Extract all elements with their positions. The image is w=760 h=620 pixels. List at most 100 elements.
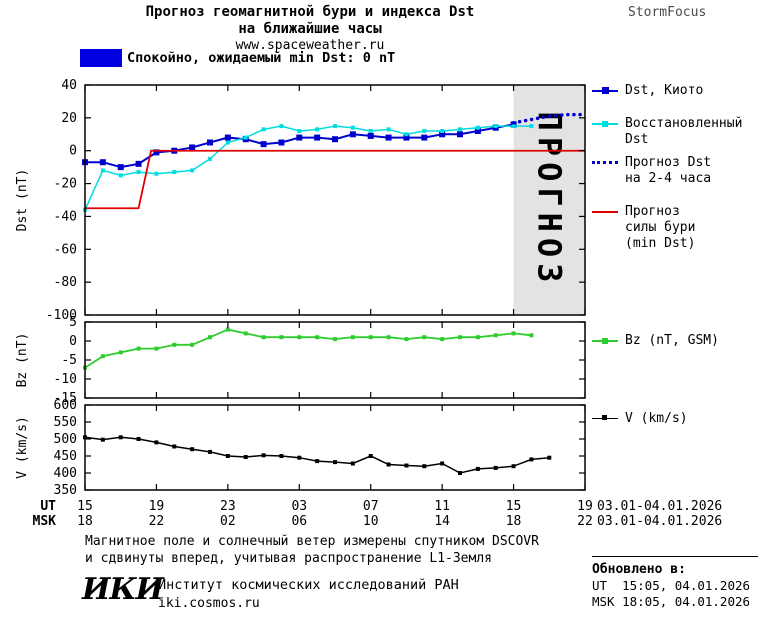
dst-kyoto-line-swatch	[592, 87, 618, 94]
v-marker	[602, 414, 607, 420]
series-marker	[297, 335, 302, 340]
y-tick-label: -40	[54, 209, 77, 224]
forecast-storm-line-swatch	[592, 211, 618, 213]
institute-name: Институт космических исследований РАН	[158, 577, 459, 593]
series-marker	[421, 134, 428, 141]
series-marker	[154, 171, 159, 176]
series-marker	[190, 447, 195, 452]
series-marker	[243, 331, 248, 336]
series-marker	[529, 124, 534, 129]
series-marker	[315, 335, 320, 340]
v-line-swatch	[592, 414, 618, 420]
series-marker	[350, 461, 355, 466]
series-marker	[385, 134, 392, 141]
page-title: Прогноз геомагнитной бури и индекса Dst	[145, 4, 475, 20]
forecast-dst-dotted-swatch	[592, 161, 618, 164]
series-marker	[333, 124, 337, 129]
series-marker	[511, 464, 516, 469]
ut-tick: 19	[149, 499, 165, 514]
series-marker	[154, 440, 159, 445]
y-tick-label: -10	[54, 372, 77, 387]
series-marker	[368, 129, 373, 133]
y-tick-label: -20	[54, 177, 77, 192]
y-axis-title: Bz (nT)	[15, 333, 30, 388]
series-marker	[475, 125, 480, 130]
legend-line: Dst	[625, 132, 649, 147]
series-marker	[315, 459, 320, 464]
updated-label: Обновлено в:	[592, 562, 686, 577]
legend-label-forecast-dst: Прогноз Dst на 2-4 часа	[625, 155, 711, 187]
y-tick-label: 400	[54, 466, 77, 481]
series-marker	[279, 454, 284, 458]
series-marker	[529, 457, 534, 462]
x-axis-labels: UTMSK1518192223020306071011141518192203.…	[33, 499, 723, 529]
series-marker	[333, 337, 337, 342]
series-marker	[404, 337, 409, 342]
ut-tick: 11	[434, 499, 450, 514]
y-axis-title: V (km/s)	[15, 416, 30, 479]
series-marker	[422, 129, 427, 133]
series-marker	[475, 335, 480, 340]
series-marker	[100, 168, 105, 173]
legend-label-v: V (km/s)	[625, 411, 688, 426]
legend-label-dst-kyoto: Dst, Киото	[625, 83, 704, 98]
series-marker	[136, 346, 141, 351]
y-tick-label: 600	[54, 398, 77, 413]
series-marker	[279, 124, 284, 129]
series-marker	[208, 335, 212, 340]
series-marker	[154, 346, 159, 351]
series-marker	[493, 333, 498, 338]
institute-site-url: iki.cosmos.ru	[158, 596, 260, 611]
series-marker	[367, 132, 374, 139]
y-tick-label: 5	[69, 315, 77, 330]
series-marker	[386, 335, 391, 340]
bz-marker	[602, 337, 608, 344]
series-marker	[225, 327, 230, 332]
series-marker	[439, 131, 446, 138]
legend-line: Прогноз Dst	[625, 155, 712, 170]
msk-tick: 22	[149, 514, 165, 529]
series-marker	[278, 139, 285, 146]
y-tick-label: -100	[46, 308, 77, 323]
series-marker	[457, 131, 463, 138]
legend-line: силы бури	[625, 220, 696, 235]
series-marker	[422, 464, 427, 469]
y-tick-label: -60	[54, 242, 77, 257]
series-marker	[297, 455, 302, 460]
series-marker	[493, 124, 498, 129]
series-marker	[136, 170, 141, 175]
series-marker	[404, 463, 409, 468]
series-marker	[511, 331, 516, 336]
series-marker	[315, 127, 320, 132]
series-marker	[172, 170, 177, 175]
series-marker	[458, 127, 462, 132]
series-marker	[118, 435, 123, 440]
series-marker	[474, 128, 481, 134]
series-marker	[440, 129, 445, 133]
msk-tick: 10	[363, 514, 379, 529]
y-tick-label: 20	[61, 111, 77, 126]
y-tick-label: -80	[54, 275, 77, 290]
legend-line: Прогноз	[625, 204, 680, 219]
updated-msk: MSK 18:05, 04.01.2026	[592, 594, 751, 609]
ut-row-label: UT	[40, 499, 56, 514]
series-marker	[208, 156, 212, 161]
legend-item-restored-dst: Восстановленный Dst	[592, 116, 742, 148]
series-marker	[529, 333, 534, 338]
y-tick-label: 350	[54, 483, 77, 498]
legend-item-forecast-dst: Прогноз Dst на 2-4 часа	[592, 155, 711, 187]
series-marker	[404, 132, 409, 137]
page-title-line2: на ближайшие часы	[238, 21, 382, 37]
y-tick-label: 500	[54, 432, 77, 447]
series-marker	[224, 134, 231, 141]
series-marker	[207, 139, 213, 146]
y-axis-title: Dst (nT)	[15, 169, 30, 232]
ut-tick: 03	[291, 499, 307, 514]
series-marker	[190, 342, 195, 347]
legend-item-bz: Bz (nT, GSM)	[592, 333, 719, 349]
series-marker	[493, 465, 498, 470]
series-marker	[368, 335, 373, 340]
series-marker	[260, 141, 267, 148]
